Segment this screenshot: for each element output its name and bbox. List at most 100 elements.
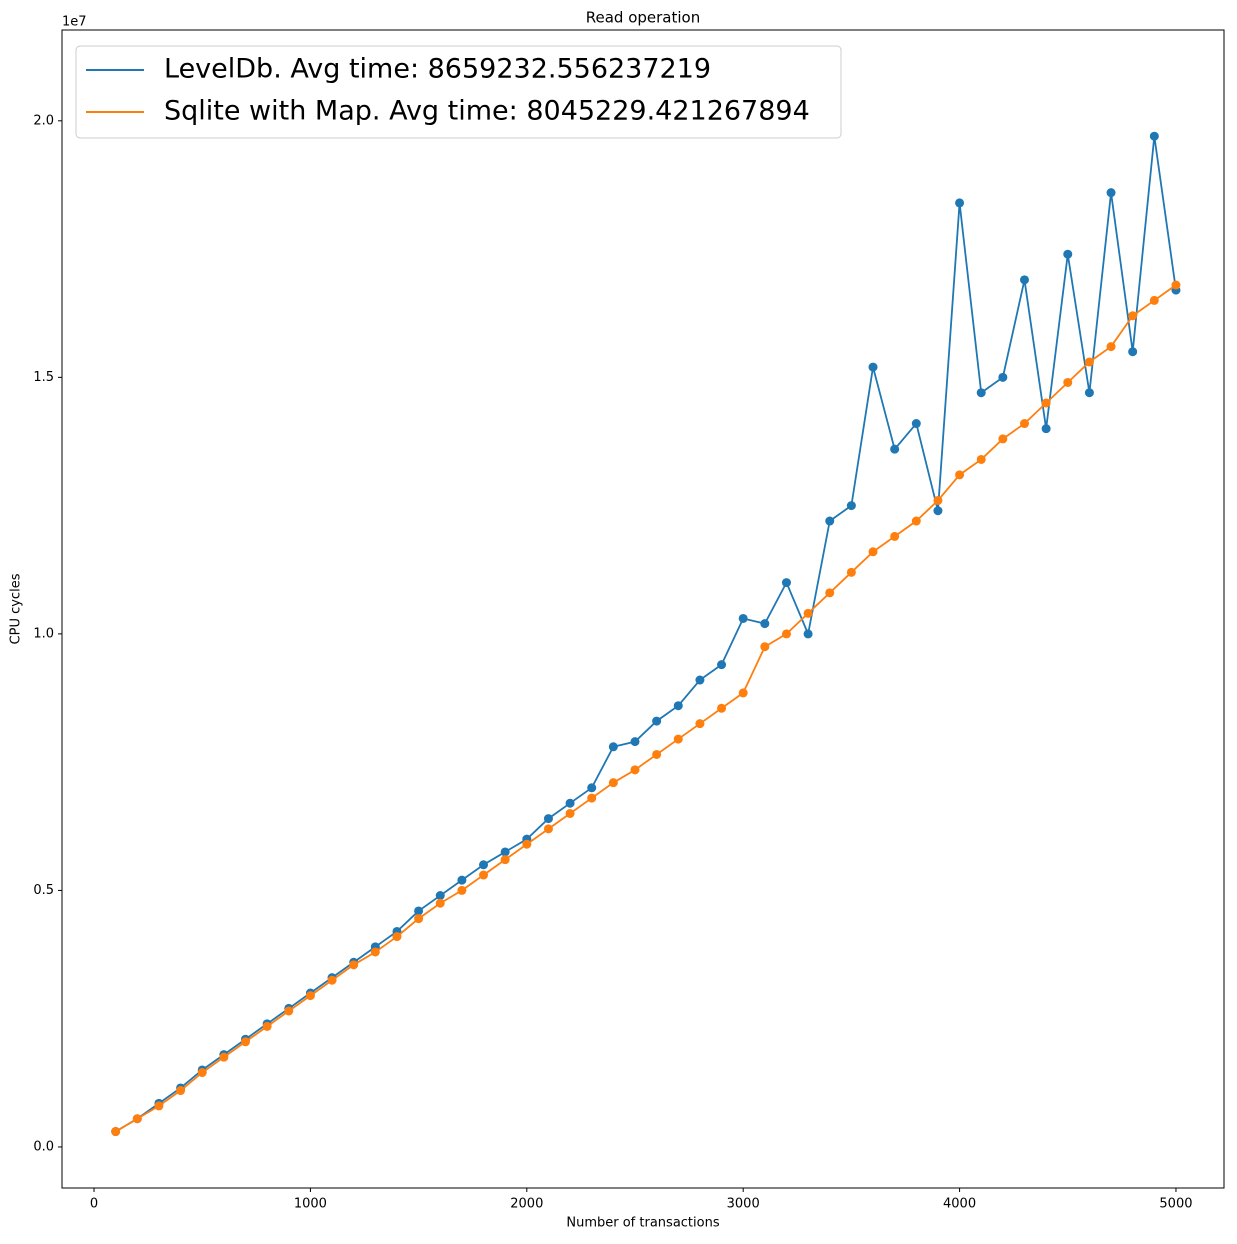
data-point — [543, 824, 553, 834]
plot-frame — [61, 29, 1225, 1189]
x-tick-label: 0 — [90, 1197, 98, 1212]
data-point — [976, 388, 986, 398]
data-point — [543, 814, 553, 824]
y-offset-label: 1e7 — [62, 15, 87, 30]
data-point — [781, 578, 791, 588]
data-point — [132, 1114, 142, 1124]
data-point — [1041, 398, 1051, 408]
data-point — [760, 619, 770, 629]
data-point — [414, 914, 424, 924]
data-point — [955, 470, 965, 480]
data-point — [414, 906, 424, 916]
data-point — [1128, 311, 1138, 321]
legend-label: LevelDb. Avg time: 8659232.556237219 — [164, 54, 711, 85]
data-point — [479, 870, 489, 880]
x-tick-label: 4000 — [943, 1197, 976, 1212]
data-point — [1019, 419, 1029, 429]
data-point — [262, 1021, 272, 1031]
data-point — [738, 613, 748, 623]
data-point — [565, 808, 575, 818]
y-tick-label: 0.5 — [33, 883, 54, 898]
data-point — [1149, 131, 1159, 141]
data-point — [1171, 280, 1181, 290]
data-point — [154, 1101, 164, 1111]
x-tick-label: 2000 — [510, 1197, 543, 1212]
data-point — [846, 501, 856, 511]
data-point — [457, 875, 467, 885]
data-point — [630, 765, 640, 775]
data-point — [868, 362, 878, 372]
data-point — [500, 855, 510, 865]
data-point — [868, 547, 878, 557]
data-point — [781, 629, 791, 639]
x-tick-label: 1000 — [294, 1197, 327, 1212]
data-point — [933, 506, 943, 516]
data-point — [370, 947, 380, 957]
legend-label: Sqlite with Map. Avg time: 8045229.42126… — [164, 96, 810, 127]
data-point — [565, 798, 575, 808]
data-point — [1149, 295, 1159, 305]
legend-box — [75, 45, 842, 139]
y-tick-label: 1.0 — [33, 626, 54, 641]
data-point — [673, 701, 683, 711]
data-point — [1084, 388, 1094, 398]
y-axis-label: CPU cycles — [9, 573, 24, 644]
data-point — [1084, 357, 1094, 367]
data-point — [608, 778, 618, 788]
data-point — [587, 793, 597, 803]
data-point — [1019, 275, 1029, 285]
data-point — [955, 198, 965, 208]
data-point — [998, 372, 1008, 382]
data-point — [587, 783, 597, 793]
data-point — [1128, 347, 1138, 357]
data-point — [284, 1006, 294, 1016]
y-tick-label: 2.0 — [33, 113, 54, 128]
data-point — [890, 444, 900, 454]
data-point — [652, 716, 662, 726]
data-point — [760, 642, 770, 652]
data-point — [240, 1037, 250, 1047]
data-point — [435, 891, 445, 901]
data-point — [803, 629, 813, 639]
data-point — [803, 608, 813, 618]
data-point — [911, 419, 921, 429]
data-point — [219, 1052, 229, 1062]
data-point — [522, 839, 532, 849]
data-point — [608, 742, 618, 752]
data-point — [327, 975, 337, 985]
data-point — [176, 1086, 186, 1096]
data-point — [695, 675, 705, 685]
data-point — [435, 898, 445, 908]
data-point — [652, 749, 662, 759]
x-tick-label: 3000 — [727, 1197, 760, 1212]
data-point — [890, 531, 900, 541]
data-point — [1106, 188, 1116, 198]
data-point — [717, 703, 727, 713]
data-point — [457, 885, 467, 895]
chart-title: Read operation — [586, 9, 700, 27]
data-point — [717, 660, 727, 670]
data-point — [846, 567, 856, 577]
data-point — [500, 847, 510, 857]
series-line — [115, 136, 1177, 1133]
y-tick-label: 0.0 — [33, 1139, 54, 1154]
data-point — [825, 516, 835, 526]
data-point — [197, 1068, 207, 1078]
data-point — [911, 516, 921, 526]
data-point — [738, 688, 748, 698]
data-point — [673, 734, 683, 744]
data-point — [825, 588, 835, 598]
y-tick-label: 1.5 — [33, 370, 54, 385]
series-line — [115, 284, 1177, 1133]
data-point — [933, 495, 943, 505]
x-tick-label: 5000 — [1159, 1197, 1192, 1212]
data-point — [349, 960, 359, 970]
data-point — [305, 991, 315, 1001]
data-point — [1041, 424, 1051, 434]
data-point — [1063, 249, 1073, 259]
data-point — [695, 719, 705, 729]
data-point — [1106, 342, 1116, 352]
data-point — [976, 454, 986, 464]
data-point — [479, 860, 489, 870]
